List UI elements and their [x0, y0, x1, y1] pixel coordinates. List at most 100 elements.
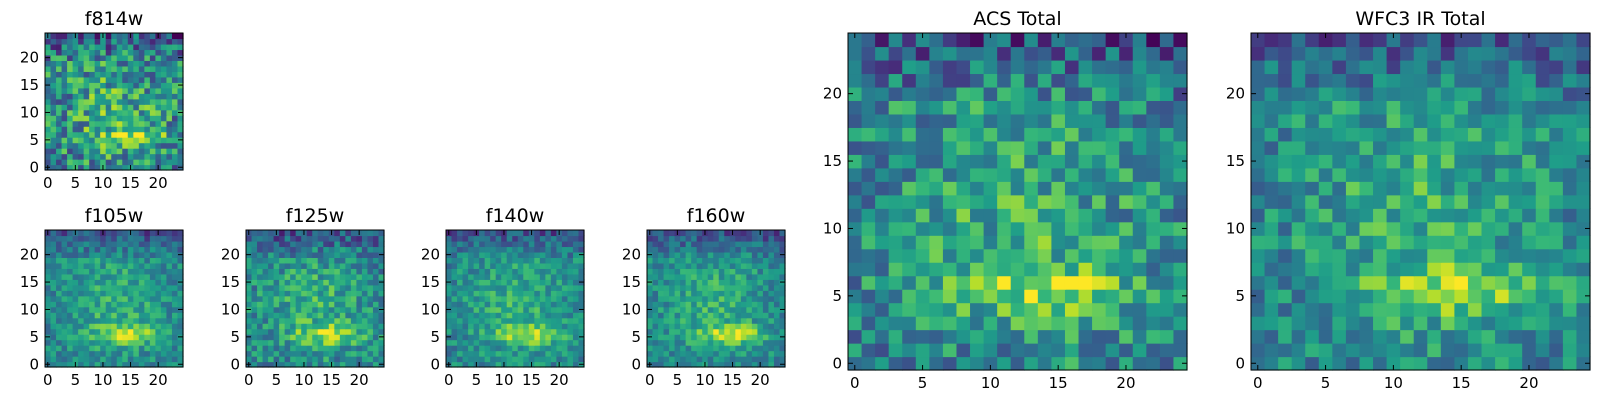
- heatmap-cell: [669, 262, 676, 269]
- heatmap-cell: [138, 273, 145, 280]
- heatmap-cell: [517, 251, 524, 258]
- heatmap-cell: [94, 159, 101, 166]
- heatmap-cell: [1051, 221, 1066, 236]
- heatmap-cell: [155, 104, 162, 111]
- heatmap-cell: [144, 246, 151, 253]
- heatmap-cell: [56, 93, 63, 100]
- heatmap-cell: [89, 49, 96, 56]
- heatmap-cell: [144, 284, 151, 291]
- heatmap-cell: [1264, 113, 1279, 128]
- heatmap-cell: [746, 295, 753, 302]
- heatmap-cell: [1535, 127, 1550, 142]
- heatmap-cell: [171, 159, 179, 166]
- heatmap-cell: [295, 235, 302, 242]
- heatmap-cell: [512, 356, 519, 363]
- heatmap-cell: [350, 301, 357, 308]
- heatmap-cell: [561, 273, 569, 280]
- heatmap-cell: [902, 289, 917, 304]
- heatmap-cell: [50, 49, 57, 56]
- heatmap-cell: [724, 334, 731, 341]
- heatmap-cell: [306, 328, 313, 335]
- heatmap-cell: [762, 361, 770, 368]
- heatmap-cell: [45, 240, 52, 248]
- heatmap-cell: [72, 126, 79, 133]
- heatmap-cell: [556, 312, 563, 319]
- heatmap-cell: [1105, 167, 1120, 182]
- heatmap-cell: [122, 148, 129, 155]
- heatmap-cell: [149, 345, 156, 352]
- heatmap-cell: [1092, 235, 1107, 250]
- heatmap-cell: [1132, 194, 1147, 209]
- heatmap-cell: [138, 251, 145, 258]
- heatmap-cell: [50, 257, 57, 264]
- heatmap-cell: [312, 350, 319, 357]
- heatmap-cell: [506, 334, 513, 341]
- heatmap-cell: [473, 268, 480, 275]
- heatmap-cell: [1454, 316, 1469, 331]
- heatmap-cell: [72, 317, 79, 324]
- heatmap-cell: [361, 301, 369, 308]
- heatmap-cell: [67, 87, 74, 94]
- heatmap-cell: [45, 317, 52, 324]
- heatmap-cell: [512, 240, 519, 248]
- heatmap-cell: [729, 240, 736, 248]
- heatmap-cell: [1092, 343, 1107, 358]
- heatmap-cell: [1345, 316, 1361, 331]
- heatmap-cell: [956, 113, 971, 128]
- heatmap-cell: [127, 323, 134, 330]
- heatmap-cell: [1576, 113, 1591, 128]
- heatmap-cell: [1037, 221, 1052, 236]
- heatmap-cell: [1159, 194, 1175, 209]
- heatmap-cell: [1508, 167, 1523, 182]
- heatmap-cell: [89, 279, 96, 286]
- heatmap-cell: [1576, 248, 1591, 263]
- heatmap-cell: [970, 356, 985, 371]
- heatmap-cell: [1078, 100, 1093, 115]
- heatmap-cell: [929, 113, 944, 128]
- heatmap-cell: [473, 262, 480, 269]
- heatmap-cell: [105, 312, 112, 319]
- heatmap-cell: [718, 361, 725, 368]
- heatmap-cell: [1305, 302, 1320, 317]
- heatmap-cell: [1522, 235, 1537, 250]
- heatmap-cell: [1051, 59, 1066, 75]
- heatmap-cell: [539, 273, 546, 280]
- heatmap-cell: [495, 339, 502, 346]
- heatmap-cell: [50, 148, 57, 155]
- heatmap-cell: [89, 109, 96, 116]
- heatmap-cell: [1278, 248, 1293, 263]
- heatmap-cell: [473, 279, 480, 286]
- heatmap-cell: [328, 317, 335, 324]
- heatmap-cell: [707, 323, 714, 330]
- heatmap-cell: [663, 328, 670, 335]
- heatmap-cell: [83, 71, 90, 78]
- heatmap-cell: [875, 140, 890, 155]
- heatmap-cell: [312, 257, 319, 264]
- heatmap-cell: [246, 301, 253, 308]
- heatmap-cell: [149, 284, 156, 291]
- heatmap-cell: [1264, 86, 1279, 101]
- heatmap-cell: [1359, 208, 1374, 223]
- y-tick-label: 10: [421, 300, 440, 318]
- heatmap-cell: [468, 323, 475, 330]
- heatmap-cell: [1064, 262, 1080, 277]
- heatmap-cell: [779, 246, 786, 253]
- heatmap-cell: [462, 273, 469, 280]
- heatmap-cell: [1332, 73, 1347, 88]
- heatmap-cell: [61, 93, 68, 100]
- heatmap-cell: [306, 345, 313, 352]
- heatmap-cell: [67, 148, 74, 155]
- heatmap-cell: [50, 230, 57, 237]
- y-tick-label: 0: [832, 354, 842, 372]
- heatmap-cell: [295, 334, 302, 341]
- heatmap-cell: [83, 361, 90, 368]
- heatmap-cell: [1345, 248, 1361, 263]
- heatmap-cell: [1467, 33, 1483, 48]
- heatmap-cell: [1105, 329, 1120, 344]
- heatmap-cell: [56, 334, 63, 341]
- heatmap-cell: [83, 104, 90, 111]
- heatmap-cell: [61, 164, 68, 171]
- heatmap-cell: [746, 317, 753, 324]
- heatmap-cell: [768, 251, 775, 258]
- heatmap-cell: [696, 290, 703, 297]
